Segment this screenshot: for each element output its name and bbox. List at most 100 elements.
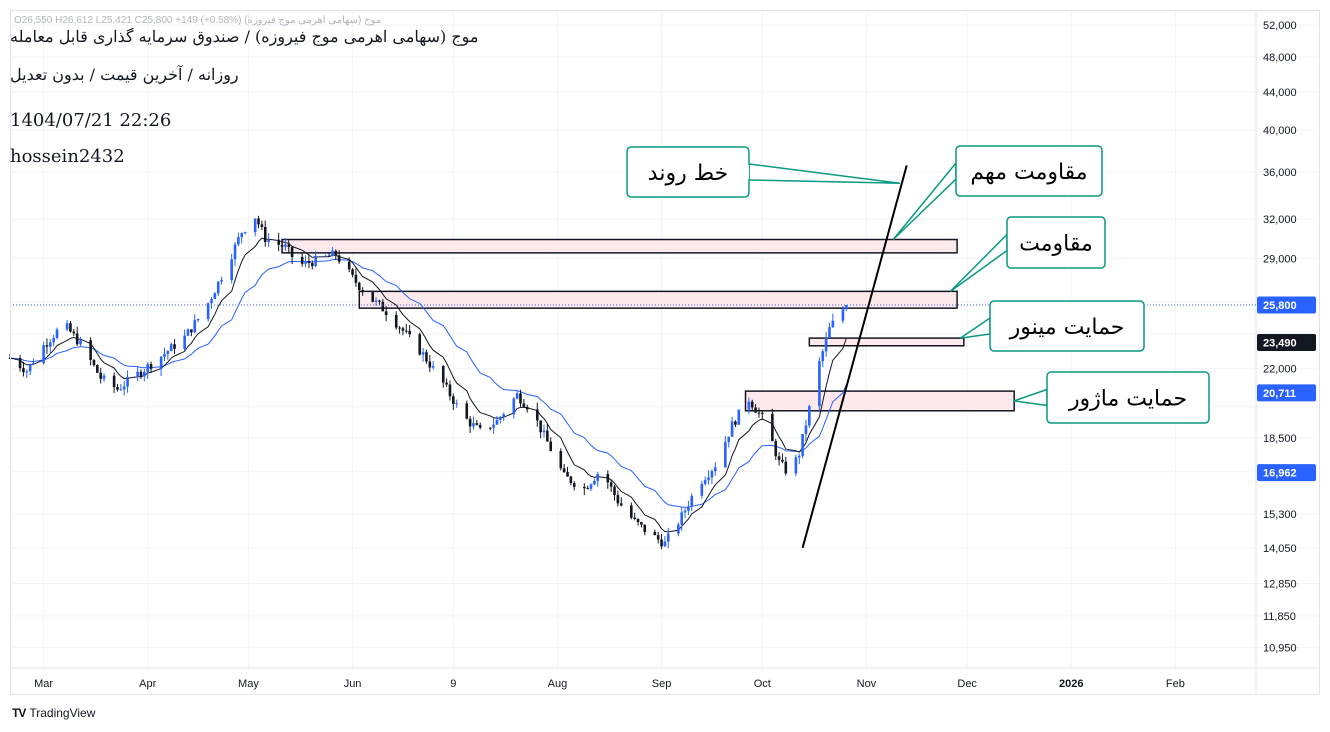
- candle-body: [65, 323, 69, 330]
- candle-body: [824, 337, 828, 352]
- candle-body: [821, 351, 825, 362]
- candle-body: [327, 255, 331, 257]
- callout-text: مقاومت مهم: [970, 160, 1087, 185]
- candle-body: [210, 299, 213, 304]
- candle-body: [99, 372, 102, 379]
- candle-body: [284, 244, 287, 247]
- candle-body: [781, 459, 784, 462]
- candle-body: [569, 476, 573, 483]
- candle-body: [777, 456, 781, 460]
- time-tick-label: 2026: [1059, 678, 1083, 690]
- chart-subtitle: روزانه / آخرین قیمت / بدون تعدیل: [10, 65, 239, 84]
- price-badge-label: 25,800: [1263, 300, 1297, 312]
- candle-body: [324, 255, 327, 257]
- candle-body: [220, 280, 223, 282]
- minor-support-zone: [808, 337, 965, 347]
- candle-body: [512, 398, 516, 415]
- callout-text: حمایت مینور: [1009, 315, 1125, 340]
- candle-body: [257, 218, 260, 225]
- candle-body: [331, 250, 334, 257]
- callout-box: [1046, 371, 1210, 424]
- candle-body: [122, 386, 126, 390]
- price-tick-label: 40,000: [1263, 125, 1297, 137]
- callout-joint: [991, 319, 994, 333]
- candle-body: [69, 323, 72, 332]
- time-tick-label: Dec: [957, 678, 977, 690]
- candle-body: [559, 450, 563, 469]
- candle-body: [734, 421, 737, 425]
- candle-body: [96, 365, 99, 373]
- candle-body: [572, 482, 576, 487]
- price-tick-label: 11,850: [1263, 611, 1296, 623]
- time-tick-label: Apr: [139, 678, 156, 690]
- price-badge: [1257, 464, 1316, 482]
- zones: [281, 238, 1015, 412]
- candle-body: [522, 403, 526, 407]
- price-tick-label: 18,500: [1263, 433, 1297, 445]
- tradingview-brand[interactable]: TV TradingView: [12, 706, 95, 720]
- candle-body: [801, 434, 804, 456]
- candle-body: [354, 274, 358, 283]
- candle-body: [92, 359, 96, 366]
- candle-body: [126, 377, 129, 387]
- candle-body: [794, 457, 798, 474]
- candle-body: [357, 282, 361, 290]
- candle-body: [633, 517, 636, 519]
- candle-body: [771, 413, 774, 442]
- candle-body: [394, 315, 398, 328]
- candle-body: [737, 409, 741, 425]
- candle-body: [502, 414, 505, 418]
- candle-body: [277, 239, 280, 245]
- important-resistance-label: مقاومت مهم: [892, 145, 1103, 241]
- time-tick-label: May: [238, 678, 259, 690]
- candle-body: [75, 333, 79, 345]
- candle-body: [539, 420, 542, 433]
- callout-box: [1006, 216, 1106, 269]
- candle-body: [237, 237, 240, 245]
- candle-body: [22, 368, 25, 373]
- resistance-label: مقاومت: [949, 216, 1106, 292]
- candle-body: [643, 524, 647, 532]
- candle-body: [149, 364, 153, 369]
- price-badges: 25,800 23,490 20,711 16,962: [1257, 296, 1316, 482]
- candle-body: [398, 327, 401, 329]
- candle-body: [374, 300, 378, 302]
- price-tick-label: 48,000: [1263, 52, 1297, 64]
- trendline-label: خط روند: [626, 146, 901, 198]
- candle-body: [173, 344, 176, 349]
- callout-pointer: [1013, 388, 1048, 407]
- candle-body: [593, 480, 596, 485]
- ohlc-legend: موج (سهامی اهرمی موج فیروزه) O26,550 H26…: [14, 15, 382, 26]
- candle-body: [240, 233, 244, 238]
- candle-body: [206, 303, 210, 319]
- candle-body: [583, 486, 586, 489]
- candle-body: [32, 363, 35, 365]
- candle-body: [428, 361, 432, 368]
- candle-body: [196, 318, 200, 321]
- candle-body: [525, 406, 529, 410]
- candle-body: [703, 480, 707, 484]
- candle-body: [334, 250, 338, 256]
- candle-body: [747, 401, 751, 410]
- candle-body: [193, 320, 197, 333]
- candle-body: [710, 471, 714, 478]
- candle-body: [49, 342, 52, 347]
- candle-body: [475, 423, 479, 425]
- candle-body: [418, 334, 422, 355]
- candle-body: [401, 328, 405, 331]
- price-badge: [1257, 334, 1316, 352]
- candle-body: [535, 409, 539, 421]
- candle-body: [707, 477, 710, 481]
- candle-body: [448, 384, 452, 397]
- candle-body: [52, 338, 55, 343]
- candle-body: [727, 436, 731, 443]
- callout-joint: [746, 165, 749, 179]
- candle-body: [831, 320, 835, 328]
- candle-body: [713, 467, 717, 472]
- candle-body: [267, 239, 270, 243]
- candle-body: [243, 232, 247, 234]
- candle-body: [300, 256, 304, 264]
- candle-body: [492, 424, 495, 428]
- candle-body: [666, 533, 670, 542]
